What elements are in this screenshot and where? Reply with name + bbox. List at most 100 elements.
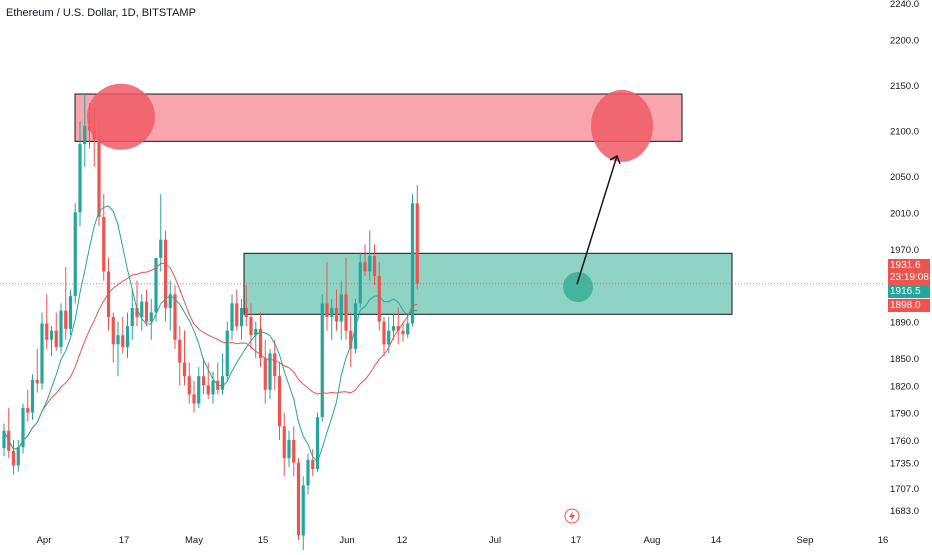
slow-moving-average-line [3,262,418,450]
fast-moving-average-line [3,205,418,463]
candle-body [230,303,234,331]
candle-body [26,408,30,413]
x-tick-label: 17 [571,535,582,546]
y-tick-label: 2050.0 [890,172,919,183]
projection-arrow-head [609,154,621,165]
candle-body [225,330,229,377]
candle-body [406,323,410,335]
candle-body [358,262,362,304]
candle-body [277,376,282,427]
candle-body [102,216,106,272]
y-tick-label: 1707.0 [890,484,919,495]
lightning-icon [569,511,575,521]
candle-body [325,303,329,318]
x-tick-label: 14 [711,535,722,546]
y-tick-label: 2240.0 [890,0,919,10]
candle-body [239,307,244,327]
candle-body [30,379,35,413]
candle-body [45,323,49,340]
candle-body [292,439,296,463]
x-tick-label: Jun [339,535,354,546]
candle-body [168,294,172,308]
y-tick-label: 2200.0 [890,35,919,46]
candle-body [258,328,263,358]
candle-body [201,376,206,386]
candle-body [11,450,16,466]
candle-body [64,310,68,329]
candle-body [125,326,130,348]
candle-body [273,353,277,377]
candle-body [334,307,339,322]
candle-body [97,139,101,217]
candle-body [140,301,144,318]
y-tick-label: 1970.0 [890,245,919,256]
y-tick-label: 1760.0 [890,436,919,447]
candle-body [197,376,201,404]
resistance-touch-circle [87,83,155,150]
ma-slow-price-label: 1898.0 [890,300,921,311]
x-tick-label: Aug [644,535,661,546]
candle-body [301,485,305,536]
candle-body [339,294,343,322]
y-tick-label: 2010.0 [890,208,919,219]
candle-body [16,447,20,466]
ma-slow-price-tag: 1898.0 [888,299,930,312]
x-tick-label: Sep [797,535,814,546]
candle-body [59,310,63,348]
candle-body [396,326,400,331]
candle-body [306,459,310,486]
candle-body [173,294,177,340]
candle-body [2,430,6,449]
candle-body [349,330,353,349]
candle-body [163,239,168,308]
target-circle [591,89,653,162]
candle-body [159,239,163,258]
candle-body [282,426,286,459]
y-tick-label: 1850.0 [890,354,919,365]
candle-body [130,307,134,327]
support-zone [243,252,733,315]
candle-body [211,380,215,395]
projection-arrow-line [576,155,618,285]
candle-body [315,417,320,470]
candle-body [49,330,54,340]
candle-body [311,459,315,470]
x-tick-label: May [185,535,203,546]
candle-body [220,376,225,390]
candle-body [401,330,405,335]
resistance-zone [74,93,683,142]
candle-body [330,307,334,318]
candle-body [235,303,239,327]
x-tick-label: 17 [119,535,130,546]
candle-body [68,296,73,329]
candle-body [415,203,419,284]
last-price-tag: 1931.6 23:19:08 [888,259,930,285]
candle-body [182,362,187,377]
candle-body [21,408,25,448]
retest-circle [563,271,593,302]
countdown-label: 23:19:08 [890,272,929,283]
candle-body [192,394,196,404]
x-tick-label: 12 [397,535,408,546]
candle-body [206,385,210,395]
candle-body [135,307,139,318]
candle-body [254,328,258,336]
ma-fast-price-tag: 1916.5 [888,285,930,298]
candle-body [377,276,381,322]
candle-body [83,125,87,145]
x-tick-label: Apr [37,535,52,546]
candle-body [116,335,120,345]
candle-body [244,307,248,318]
candle-body [287,439,291,459]
y-tick-label: 1683.0 [890,506,919,517]
candle-body [106,271,111,318]
candle-body [372,256,377,277]
candle-body [387,330,391,345]
y-tick-label: 2150.0 [890,81,919,92]
chart-title: Ethereum / U.S. Dollar, 1D, BITSTAMP [6,7,196,19]
candle-body [121,335,125,348]
candle-body [296,462,301,536]
candle-body [368,256,372,272]
